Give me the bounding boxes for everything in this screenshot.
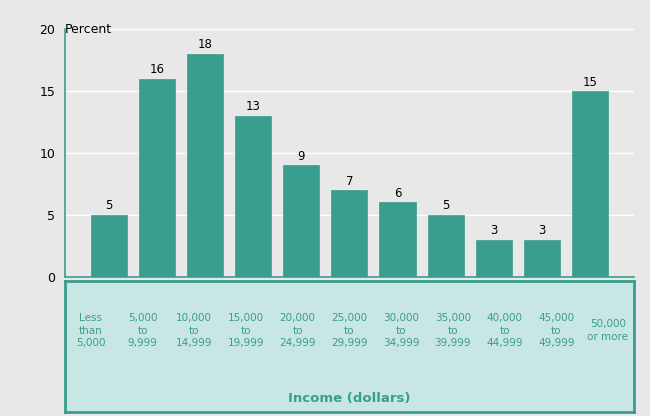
Text: 50,000
or more: 50,000 or more: [588, 319, 629, 342]
Bar: [380, 202, 415, 277]
Bar: [187, 54, 223, 277]
Bar: [235, 116, 271, 277]
Text: Income (dollars): Income (dollars): [288, 392, 411, 405]
Text: 15,000
to
19,999: 15,000 to 19,999: [227, 313, 264, 348]
Bar: [91, 215, 127, 277]
Text: 35,000
to
39,999: 35,000 to 39,999: [435, 313, 471, 348]
Bar: [428, 215, 463, 277]
Text: Percent: Percent: [65, 23, 112, 36]
Text: 18: 18: [198, 38, 213, 52]
Bar: [572, 91, 608, 277]
Text: 5: 5: [105, 199, 112, 212]
Bar: [332, 190, 367, 277]
Text: 6: 6: [394, 187, 401, 200]
Text: 5: 5: [442, 199, 449, 212]
Text: 45,000
to
49,999: 45,000 to 49,999: [538, 313, 575, 348]
Text: Less
than
5,000: Less than 5,000: [76, 313, 105, 348]
Text: 7: 7: [346, 175, 353, 188]
Bar: [283, 165, 319, 277]
Text: 10,000
to
14,999: 10,000 to 14,999: [176, 313, 213, 348]
Text: 16: 16: [150, 63, 164, 76]
Text: 9: 9: [298, 150, 305, 163]
Bar: [139, 79, 175, 277]
Bar: [524, 240, 560, 277]
Text: 20,000
to
24,999: 20,000 to 24,999: [280, 313, 316, 348]
Text: 3: 3: [490, 224, 497, 237]
Text: 13: 13: [246, 100, 261, 113]
Bar: [476, 240, 512, 277]
Text: 30,000
to
34,999: 30,000 to 34,999: [383, 313, 419, 348]
Text: 5,000
to
9,999: 5,000 to 9,999: [127, 313, 157, 348]
Text: 25,000
to
29,999: 25,000 to 29,999: [331, 313, 368, 348]
Text: 3: 3: [538, 224, 545, 237]
Text: 15: 15: [582, 76, 597, 89]
Text: 40,000
to
44,999: 40,000 to 44,999: [486, 313, 523, 348]
